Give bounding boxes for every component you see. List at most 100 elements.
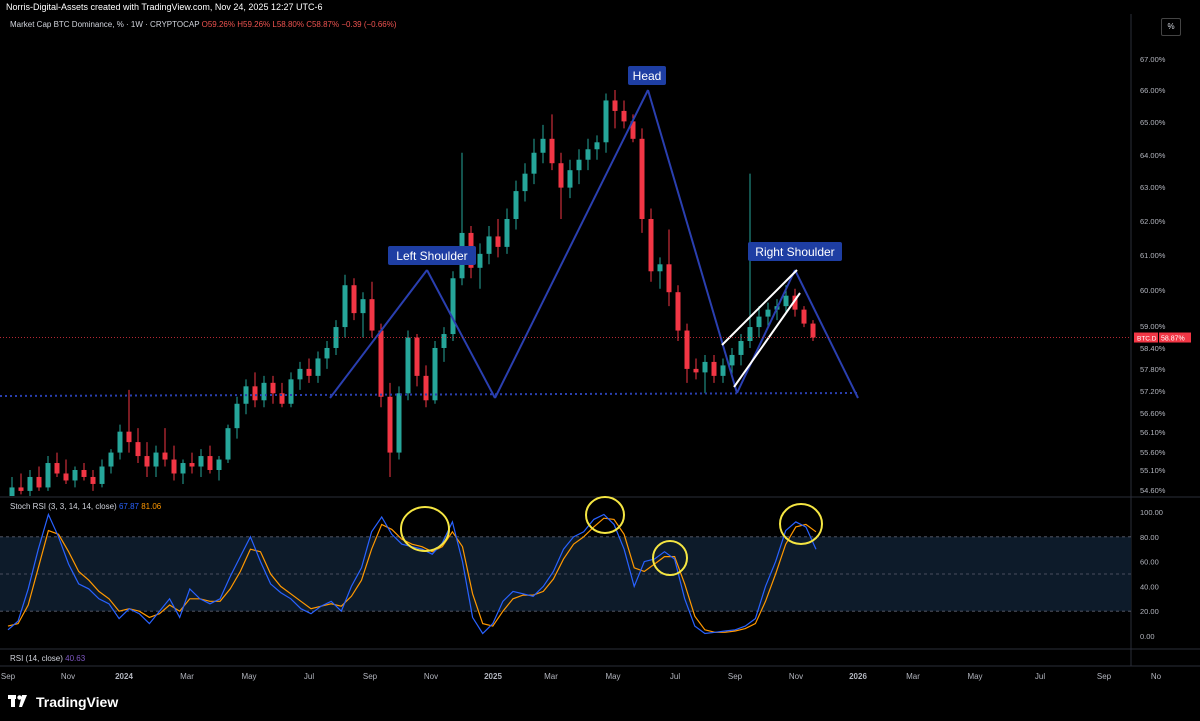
candle (459, 152, 465, 286)
candle (153, 445, 159, 477)
pattern-leg (494, 89, 649, 399)
svg-text:Head: Head (633, 69, 662, 83)
highlight-circle (652, 540, 688, 576)
candle (675, 285, 681, 342)
candle (252, 372, 258, 408)
candle (225, 424, 231, 464)
chart-canvas[interactable]: 67.00% 66.00% 65.00% 64.00% 63.00% 62.00% 61.0… (0, 0, 1200, 688)
price-tick-label: 59.00% (1140, 322, 1166, 331)
stoch-band (0, 536, 1131, 612)
time-tick-label: May (967, 672, 982, 681)
time-axis: Sep Nov 2024 Mar May Jul Sep Nov 2025 Mar May Jul Se… (1, 672, 1162, 681)
tradingview-logo-icon (8, 695, 27, 707)
candle (180, 459, 186, 484)
candle (720, 358, 726, 383)
candle (603, 93, 609, 153)
candle (441, 327, 447, 362)
stoch-d-value: 81.06 (141, 502, 162, 511)
brand-name: TradingView (36, 694, 119, 710)
time-tick-label: Sep (363, 672, 378, 681)
rsi-label[interactable]: RSI (14, close) (10, 654, 63, 663)
candle (639, 128, 645, 233)
price-tick-label: 57.80% (1140, 365, 1166, 374)
candle (279, 382, 285, 408)
price-tick-label: 55.60% (1140, 448, 1166, 457)
price-tick-label: 62.00% (1140, 217, 1166, 226)
ohlc-open: O59.26% (201, 20, 235, 29)
time-tick-label: Sep (728, 672, 743, 681)
pattern-leg (736, 269, 796, 394)
candle (558, 152, 564, 219)
candle (351, 278, 357, 321)
candle (270, 375, 276, 404)
candle (567, 159, 573, 199)
stoch-k-value: 67.87 (118, 502, 139, 511)
price-axis: 67.00% 66.00% 65.00% 64.00% 63.00% 62.00% 61.0… (1140, 55, 1166, 495)
price-tick-label: 64.00% (1140, 151, 1166, 160)
candle (693, 358, 699, 380)
svg-text:Right Shoulder: Right Shoulder (755, 245, 834, 259)
candle (594, 135, 600, 160)
candle (657, 257, 663, 289)
stoch-legend: Stoch RSI (3, 3, 14, 14, close) 67.87 81… (10, 502, 161, 511)
candles (9, 90, 816, 496)
main-legend: Market Cap BTC Dominance, % · 1W · CRYPT… (10, 20, 397, 29)
candle (549, 114, 555, 171)
time-tick-label: Jul (1035, 672, 1045, 681)
rsi-value: 40.63 (65, 654, 86, 663)
price-tag-value: 58.87% (1161, 336, 1185, 343)
candle (306, 358, 312, 383)
stoch-tick-label: 20.00 (1140, 607, 1159, 616)
candle (243, 379, 249, 415)
candle (360, 292, 366, 338)
ohlc-change: −0.39 (−0.66%) (341, 20, 397, 29)
time-tick-label: No (1151, 672, 1162, 681)
candle (297, 361, 303, 390)
candle (765, 302, 771, 328)
stoch-label[interactable]: Stoch RSI (3, 3, 14, 14, close) (10, 502, 117, 511)
stoch-axis: 100.00 80.00 60.00 40.00 20.00 0.00 (1140, 508, 1163, 641)
price-tick-label: 56.60% (1140, 409, 1166, 418)
neckline (0, 392, 859, 397)
candle (504, 208, 510, 254)
stoch-tick-label: 60.00 (1140, 558, 1159, 567)
candle (432, 341, 438, 404)
time-tick-label: Mar (906, 672, 920, 681)
candle (450, 271, 456, 342)
candle (756, 306, 762, 338)
candle (9, 476, 15, 496)
highlight-circle (585, 496, 625, 534)
candle (495, 218, 501, 258)
candle (126, 389, 132, 453)
candle (540, 124, 546, 164)
candle (45, 456, 51, 491)
candle (585, 138, 591, 171)
pattern-leg (426, 269, 496, 399)
rsi-legend: RSI (14, close) 40.63 (10, 654, 85, 663)
highlight-circles (400, 496, 823, 576)
ohlc-close: C58.87% (306, 20, 340, 29)
price-tick-label: 58.40% (1140, 344, 1166, 353)
highlight-circle (779, 503, 823, 545)
candle (324, 341, 330, 369)
candle (189, 452, 195, 474)
symbol-label[interactable]: Market Cap BTC Dominance, % · 1W · CRYPT… (10, 20, 200, 29)
percent-scale-button[interactable]: % (1161, 18, 1181, 36)
annotation-label: Left Shoulder (388, 246, 476, 265)
candle (144, 442, 150, 477)
candle (396, 386, 402, 460)
candle (792, 288, 798, 317)
time-tick-label: May (605, 672, 620, 681)
price-tag-symbol-box (1134, 332, 1158, 343)
candle (234, 396, 240, 439)
channel-upper (721, 269, 798, 346)
candle (612, 90, 618, 129)
candle (342, 274, 348, 338)
candle (405, 330, 411, 401)
candle (162, 428, 168, 467)
price-tick-label: 57.20% (1140, 387, 1166, 396)
candle (423, 365, 429, 408)
price-tick-label: 61.00% (1140, 251, 1166, 260)
tradingview-logo[interactable]: TradingView (8, 694, 118, 710)
candle (666, 229, 672, 307)
